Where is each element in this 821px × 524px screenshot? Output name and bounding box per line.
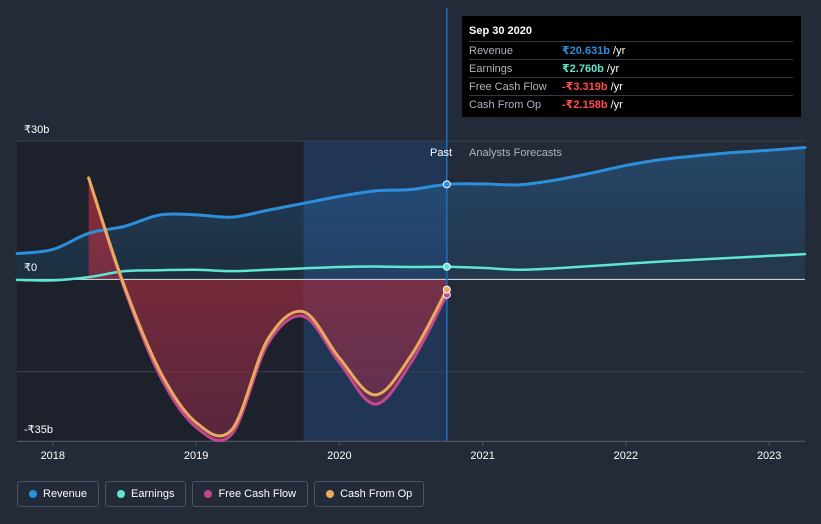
tooltip-value: -₹3.319b	[562, 81, 608, 93]
y-tick-label-bottom: -₹35b	[24, 424, 54, 436]
tooltip-label: Free Cash Flow	[469, 80, 547, 93]
legend: Revenue Earnings Free Cash Flow Cash Fro…	[17, 481, 425, 509]
forecast-label: Analysts Forecasts	[469, 147, 562, 159]
x-axis-ticks: 2018 2019 2020 2021 2022 2023	[41, 441, 781, 462]
x-tick-label: 2021	[470, 450, 494, 462]
cash-from-op-line	[87, 176, 449, 438]
revenue-dot-icon	[29, 490, 37, 498]
x-tick-label: 2022	[614, 450, 638, 462]
tooltip-label: Earnings	[469, 62, 513, 75]
tooltip-unit: /yr	[606, 62, 620, 75]
revenue-area	[17, 147, 805, 280]
y-tick-label-zero: ₹0	[24, 262, 38, 274]
series-lines	[15, 145, 807, 443]
tooltip-label: Revenue	[469, 44, 514, 57]
tooltip-row-cash-from-op: Cash From Op -₹2.158b /yr	[469, 95, 793, 113]
earnings-point	[442, 262, 451, 271]
tooltip-value: ₹20.631b	[562, 45, 611, 57]
free-cash-flow-area	[88, 177, 447, 441]
legend-item-revenue[interactable]: Revenue	[17, 481, 100, 507]
tooltip-value: ₹2.760b	[562, 63, 604, 75]
tooltip-row-revenue: Revenue ₹20.631b /yr	[469, 41, 793, 59]
revenue-point	[442, 180, 451, 189]
legend-label: Free Cash Flow	[218, 488, 297, 500]
tooltip-date: Sep 30 2020	[469, 25, 532, 37]
earnings-line	[15, 252, 807, 282]
revenue-line	[15, 145, 807, 256]
legend-item-cash-from-op[interactable]: Cash From Op	[314, 481, 425, 507]
x-tick-label: 2019	[184, 450, 208, 462]
cash-from-op-dot-icon	[326, 490, 335, 498]
tooltip: Sep 30 2020 Revenue ₹20.631b /yr Earning…	[462, 16, 801, 117]
tooltip-label: Cash From Op	[469, 98, 542, 111]
legend-item-earnings[interactable]: Earnings	[105, 481, 187, 507]
x-tick-label: 2020	[327, 450, 351, 462]
y-tick-label-top: ₹30b	[24, 124, 50, 136]
area-fills	[17, 147, 805, 441]
x-tick-label: 2018	[41, 450, 65, 462]
free-cash-flow-dot-icon	[204, 490, 213, 498]
tooltip-row-earnings: Earnings ₹2.760b /yr	[469, 59, 793, 77]
legend-label: Earnings	[131, 488, 175, 500]
legend-label: Cash From Op	[340, 488, 413, 500]
legend-label: Revenue	[43, 488, 88, 500]
past-label: Past	[430, 147, 453, 159]
tooltip-unit: /yr	[610, 98, 623, 111]
cash-from-op-point	[442, 285, 451, 294]
hover-points	[442, 180, 451, 299]
tooltip-unit: /yr	[610, 80, 623, 93]
earnings-dot-icon	[117, 490, 126, 498]
tooltip-unit: /yr	[613, 44, 626, 57]
legend-item-free-cash-flow[interactable]: Free Cash Flow	[192, 481, 309, 507]
tooltip-row-free-cash-flow: Free Cash Flow -₹3.319b /yr	[469, 77, 793, 95]
tooltip-value: -₹2.158b	[562, 99, 608, 111]
x-tick-label: 2023	[757, 450, 781, 462]
